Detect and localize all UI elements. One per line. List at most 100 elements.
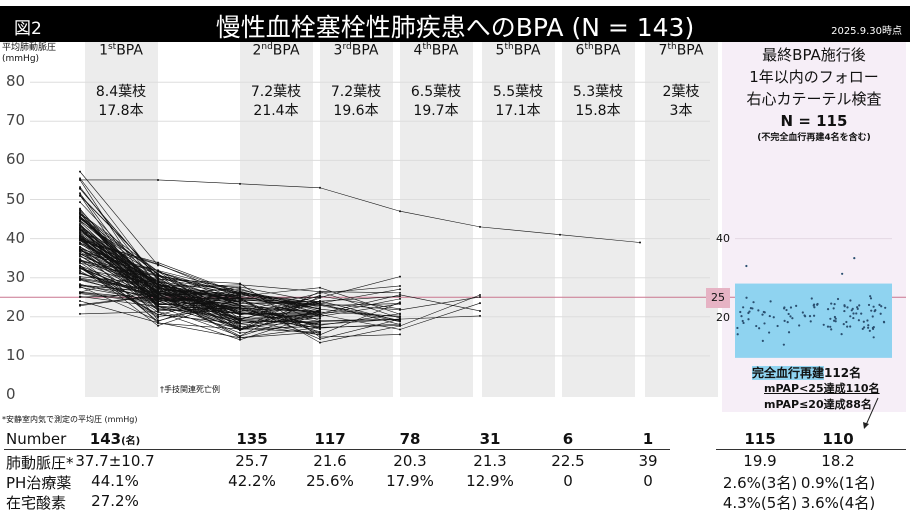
followup-point — [768, 331, 771, 334]
session-vessels: 17.1本 — [495, 103, 541, 119]
table-cell-value: 0 — [563, 472, 573, 490]
data-point — [79, 239, 81, 242]
data-point — [239, 297, 241, 300]
session-suffix: BPA — [676, 42, 704, 59]
session-band — [320, 42, 393, 397]
table-cell: 0 — [598, 472, 698, 490]
y-tick: 0 — [6, 385, 16, 403]
data-point — [79, 250, 81, 253]
followup-point — [878, 303, 881, 306]
session-ordinal: st — [107, 42, 117, 52]
followup-point — [869, 297, 873, 300]
complete-revasc-label: 完全血行再建 — [752, 366, 825, 380]
followup-point — [761, 313, 764, 316]
data-point — [479, 302, 481, 305]
threshold-label: 25 — [706, 288, 730, 308]
data-point — [399, 328, 401, 331]
patient-trajectory — [79, 258, 321, 322]
followup-point — [858, 304, 861, 307]
data-point — [319, 333, 321, 336]
table-cell-value: 19.9 — [743, 452, 777, 470]
table-cell: 42.2% — [202, 472, 302, 490]
data-point — [79, 223, 81, 226]
followup-point — [763, 311, 766, 314]
data-point — [399, 316, 401, 319]
followup-point — [841, 272, 844, 275]
followup-point — [816, 303, 819, 306]
data-point — [79, 264, 81, 267]
followup-point — [758, 327, 761, 330]
table-unit: (名) — [121, 436, 141, 447]
patient-trajectory — [79, 224, 159, 321]
followup-point — [745, 264, 748, 268]
data-point — [239, 288, 241, 291]
y-tick: 50 — [6, 189, 26, 208]
followup-point — [830, 302, 833, 305]
y-axis-label-line2: (mmHg) — [2, 54, 40, 64]
data-point — [79, 291, 81, 294]
data-point — [157, 283, 159, 286]
followup-point — [879, 312, 882, 315]
table-cell-value: 22.5 — [551, 452, 585, 470]
data-point — [79, 283, 81, 286]
data-point — [79, 230, 81, 233]
data-point — [239, 324, 241, 327]
followup-point — [745, 296, 748, 299]
table-cell-value: 31 — [479, 430, 501, 448]
followup-header: 最終BPA施行後 1年以内のフォロー 右心カテーテル検査 N = 115 (不完… — [722, 44, 906, 144]
table-cell-value: 18.2 — [821, 452, 855, 470]
data-point — [399, 210, 401, 213]
followup-point — [882, 321, 886, 324]
session-lobes: 7.2葉枝 — [330, 84, 382, 100]
session-stats: 8.4葉枝 17.8本 — [81, 83, 161, 121]
followup-point — [840, 333, 843, 336]
followup-point — [873, 310, 876, 313]
table-cell: 0.9%(1名) — [793, 472, 883, 493]
table-cell-value: 115 — [744, 430, 776, 448]
followup-point — [855, 312, 858, 315]
followup-point — [801, 311, 804, 314]
followup-point — [740, 315, 743, 318]
table-cell: 6 — [518, 430, 618, 448]
session-number: 6 — [575, 42, 585, 59]
followup-point — [862, 326, 866, 329]
data-point — [399, 333, 401, 336]
followup-point — [834, 317, 837, 320]
followup-point — [772, 316, 775, 319]
followup-point — [846, 325, 849, 328]
followup-point — [880, 305, 883, 308]
followup-point — [861, 327, 864, 330]
session-header: 6thBPA — [558, 42, 638, 59]
followup-point — [783, 306, 786, 309]
session-vessels: 17.8本 — [98, 103, 144, 119]
data-point — [79, 177, 81, 180]
session-band — [482, 42, 555, 397]
followup-point — [836, 297, 840, 301]
data-point — [79, 201, 81, 204]
session-stats: 5.5葉枝 17.1本 — [478, 83, 558, 121]
data-point — [79, 234, 81, 237]
session-suffix: BPA — [513, 42, 541, 59]
data-point — [319, 302, 321, 305]
patient-trajectory — [79, 311, 321, 333]
followup-point — [776, 324, 779, 328]
session-vessels: 19.6本 — [333, 103, 379, 119]
session-suffix: BPA — [593, 42, 621, 59]
table-cell-value: 135 — [236, 430, 268, 448]
data-point — [319, 341, 321, 344]
followup-point — [867, 303, 871, 307]
data-point — [79, 254, 81, 257]
data-point — [157, 313, 159, 316]
data-point — [239, 328, 241, 331]
followup-point — [833, 315, 837, 319]
y-tick: 30 — [6, 267, 26, 286]
followup-point — [769, 300, 772, 303]
data-point — [239, 301, 241, 304]
data-point — [479, 225, 481, 228]
followup-point — [804, 315, 807, 318]
data-point — [79, 249, 81, 252]
table-cell: 25.6% — [280, 472, 380, 490]
data-point — [157, 274, 159, 277]
data-point — [239, 311, 241, 314]
patient-trajectory — [79, 293, 159, 304]
